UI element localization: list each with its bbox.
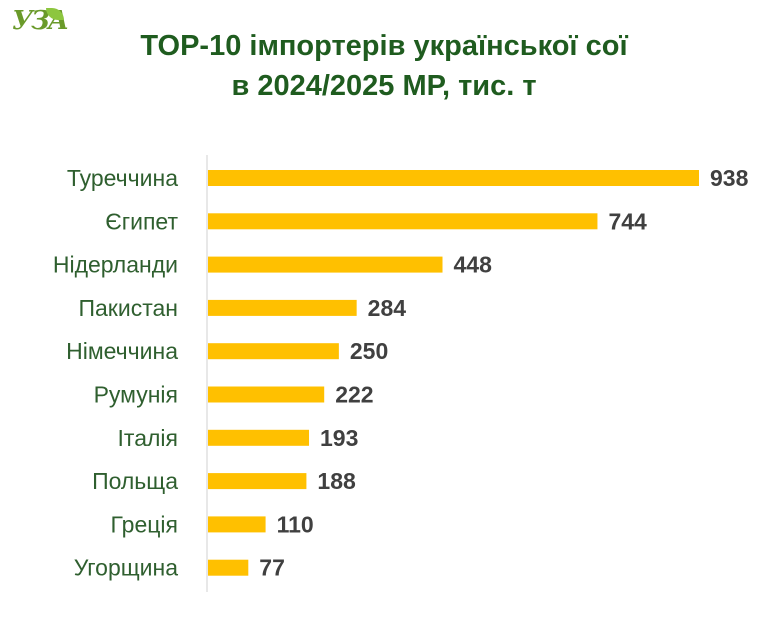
bar: [208, 516, 266, 533]
category-label: Туреччина: [67, 165, 178, 191]
bar: [208, 429, 310, 446]
leaf-icon: [46, 8, 64, 20]
value-label: 250: [350, 338, 388, 364]
category-label: Єгипет: [105, 208, 178, 234]
bar: [208, 343, 339, 360]
category-label: Німеччина: [66, 338, 178, 364]
value-label: 448: [454, 252, 493, 278]
bar: [208, 299, 357, 316]
value-label: 188: [317, 468, 356, 494]
bar: [208, 213, 598, 230]
chart-title-line-1: TOP-10 імпортерів української сої: [140, 30, 628, 62]
bar: [208, 473, 307, 490]
category-label: Польща: [92, 468, 178, 494]
value-label: 77: [259, 555, 285, 581]
category-label: Греція: [111, 511, 178, 537]
value-label: 938: [710, 165, 749, 191]
category-label: Румунія: [94, 382, 178, 408]
uza-logo: УЗА: [12, 6, 69, 42]
chart-title-line-2: в 2024/2025 МР, тис. т: [231, 70, 537, 102]
bar: [208, 256, 443, 273]
category-label: Італія: [118, 425, 178, 451]
value-label: 193: [320, 425, 358, 451]
category-label: Угорщина: [74, 555, 179, 581]
category-label: Нідерланди: [53, 252, 178, 278]
value-label: 744: [608, 208, 647, 234]
category-label: Пакистан: [78, 295, 178, 321]
value-label: 222: [335, 382, 373, 408]
bar: [208, 170, 699, 186]
bar: [208, 386, 325, 403]
value-label: 284: [368, 295, 407, 321]
bar: [208, 559, 249, 576]
value-label: 110: [277, 511, 314, 537]
